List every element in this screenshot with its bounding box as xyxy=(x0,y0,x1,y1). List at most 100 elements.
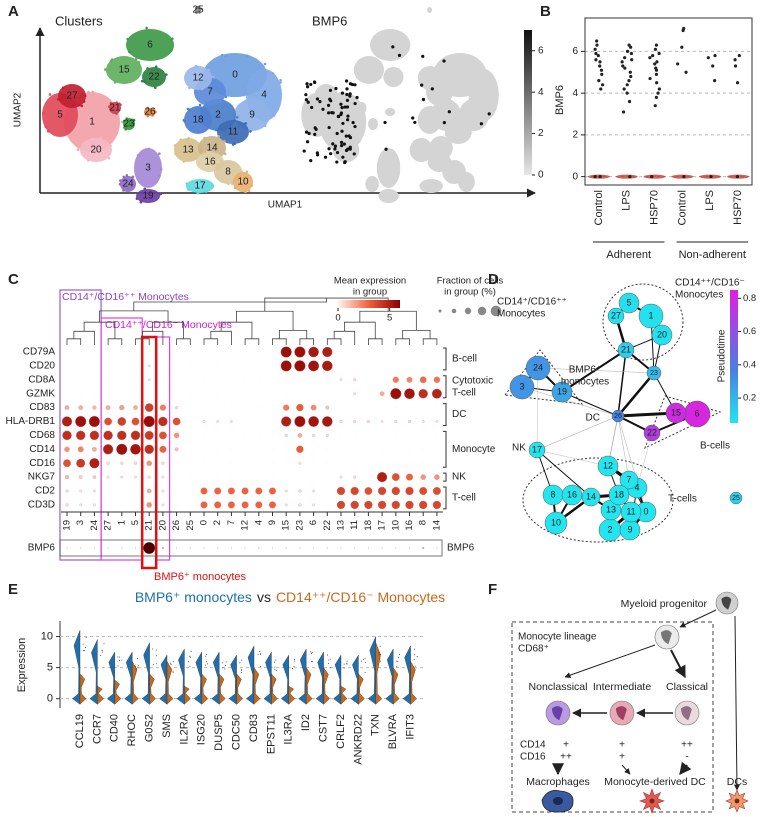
cluster-label: 9 xyxy=(267,520,278,525)
dot xyxy=(216,392,219,395)
cell-dot xyxy=(84,647,86,649)
cluster-label: 10 xyxy=(390,520,401,531)
point xyxy=(651,53,655,58)
group-outline xyxy=(602,283,684,361)
cluster-region xyxy=(80,138,112,162)
cluster-region xyxy=(142,67,166,87)
dot xyxy=(419,500,428,510)
expressing-cell xyxy=(421,97,426,102)
dot xyxy=(422,351,425,353)
graph-edge xyxy=(536,367,539,451)
dendrogram xyxy=(236,310,294,331)
expressing-cell xyxy=(353,124,357,129)
cluster-label: 6 xyxy=(308,520,319,525)
colorbar-tick-label: 6 xyxy=(538,45,544,56)
dot xyxy=(134,378,137,381)
expressing-cell xyxy=(310,105,314,110)
dot xyxy=(381,364,384,367)
graph-edge xyxy=(617,372,655,417)
cluster-label: 17 xyxy=(377,520,388,531)
dendrogram xyxy=(344,321,376,339)
graph-edge xyxy=(536,449,592,498)
cluster-cell xyxy=(146,67,149,70)
cluster-cell xyxy=(246,54,249,58)
dot xyxy=(200,501,208,509)
point xyxy=(629,74,633,79)
dot xyxy=(216,462,219,465)
point xyxy=(733,58,737,62)
dot xyxy=(134,503,137,506)
cell-dot xyxy=(224,668,226,670)
point xyxy=(597,79,601,83)
cluster-region-grey xyxy=(314,84,338,108)
cluster-cell xyxy=(188,108,192,112)
expressing-cell xyxy=(327,111,331,115)
split-violin xyxy=(114,679,122,705)
point xyxy=(676,62,680,66)
cluster-cell xyxy=(56,97,60,101)
cluster-cell xyxy=(263,124,267,128)
dot xyxy=(161,351,164,353)
dot xyxy=(257,378,260,381)
dot xyxy=(189,490,192,492)
marker-level: + xyxy=(619,752,625,763)
point xyxy=(653,104,657,108)
dot xyxy=(353,475,357,479)
dot xyxy=(405,500,414,510)
dot xyxy=(161,392,164,395)
cluster-label: 1 xyxy=(89,117,95,128)
group-bracket xyxy=(443,486,447,510)
dot xyxy=(257,476,260,479)
point xyxy=(627,79,631,83)
bmp6-row-box xyxy=(59,539,443,557)
dot xyxy=(175,378,178,381)
x-tick-label: BLVRA xyxy=(387,713,399,749)
dot xyxy=(390,388,402,400)
dot xyxy=(339,419,343,424)
cell-dot xyxy=(275,670,277,672)
dot xyxy=(435,351,438,353)
dot xyxy=(255,501,263,509)
dot xyxy=(391,500,400,510)
dot xyxy=(380,420,384,423)
expressing-cell xyxy=(397,53,402,57)
dot xyxy=(336,500,346,510)
dot xyxy=(244,462,247,465)
dot xyxy=(214,501,222,509)
dot xyxy=(230,476,233,479)
gene-label: CD2 xyxy=(35,486,55,497)
dot xyxy=(408,547,411,549)
dot xyxy=(203,378,205,381)
cluster-cell xyxy=(81,142,85,146)
plot-title: Clusters xyxy=(55,13,103,28)
dot xyxy=(435,448,438,451)
dendrogram xyxy=(368,338,383,345)
dot xyxy=(391,486,400,496)
node-label: 3 xyxy=(519,381,524,391)
expressing-cell xyxy=(479,122,483,126)
legend-title: Mean expression xyxy=(334,276,406,287)
dot xyxy=(244,420,247,423)
expressing-cell xyxy=(329,99,333,103)
dot xyxy=(322,346,333,358)
node-label: 4 xyxy=(634,482,639,492)
x-tick-label: TXN xyxy=(370,714,382,736)
dot xyxy=(202,420,206,423)
expressing-cell xyxy=(327,147,331,151)
dot xyxy=(133,461,138,465)
x-tick-label: CCR7 xyxy=(91,714,103,744)
cell-dot xyxy=(172,670,174,672)
dot xyxy=(203,547,205,549)
group-label: NK xyxy=(512,443,526,454)
cell-dot xyxy=(310,651,312,653)
x-tick-label: ANKRD22 xyxy=(352,714,364,765)
dot xyxy=(284,489,288,493)
cell-dot xyxy=(204,655,206,657)
dot xyxy=(230,420,233,423)
x-tick-label: Control xyxy=(593,190,605,225)
cluster-cell xyxy=(249,130,252,133)
cluster-cell xyxy=(220,82,223,86)
cluster-cell xyxy=(223,152,227,156)
cluster-cell xyxy=(136,154,140,157)
dot xyxy=(294,346,306,358)
